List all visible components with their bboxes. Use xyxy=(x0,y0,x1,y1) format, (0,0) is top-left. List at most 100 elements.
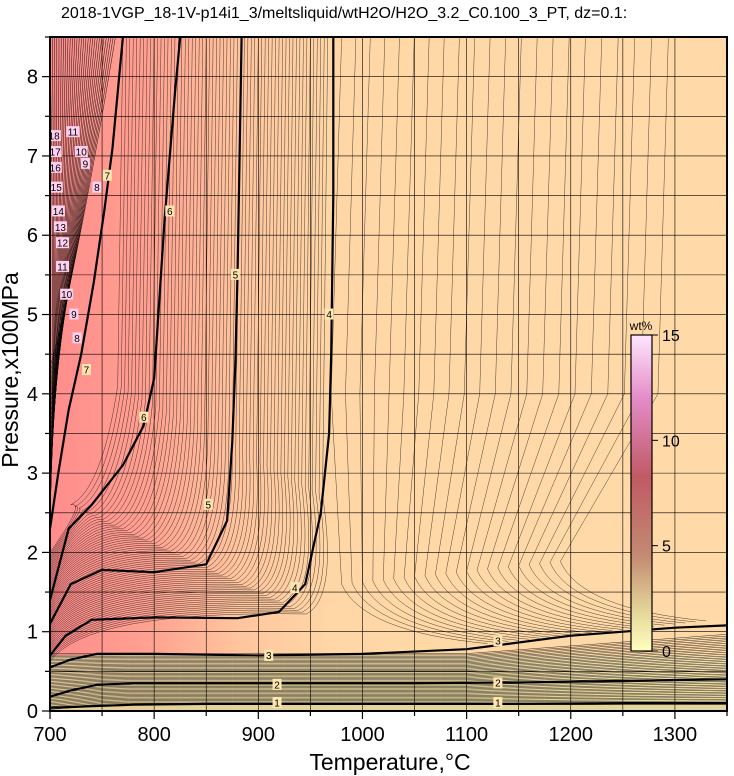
svg-text:4: 4 xyxy=(326,310,332,321)
minor-contour-line xyxy=(50,37,231,610)
y-tick-label: 6 xyxy=(27,225,38,247)
svg-text:9: 9 xyxy=(83,159,89,170)
minor-contour-line xyxy=(50,37,148,566)
chart-title: 2018-1VGP_18-1V-p14i1_3/meltsliquid/wtH2… xyxy=(61,5,627,22)
svg-text:6: 6 xyxy=(141,413,147,424)
x-axis-label: Temperature,°C xyxy=(309,749,470,775)
contour-label: 7 xyxy=(81,364,91,377)
minor-contour-line xyxy=(50,37,207,597)
minor-contour-line xyxy=(50,37,328,662)
x-tick-label: 800 xyxy=(137,724,170,746)
minor-contour-line xyxy=(50,37,82,447)
contour-label: 4 xyxy=(324,308,334,321)
minor-contour-line xyxy=(50,652,727,669)
minor-contour-line xyxy=(50,37,103,400)
minor-contour-line xyxy=(50,643,727,662)
svg-text:15: 15 xyxy=(51,183,63,194)
minor-contour-line xyxy=(50,693,727,702)
minor-contour-line xyxy=(50,684,727,694)
minor-contour-line xyxy=(50,637,727,657)
minor-contour-line xyxy=(403,37,550,638)
minor-contour-line xyxy=(50,37,245,618)
svg-text:5: 5 xyxy=(233,270,239,281)
svg-text:9: 9 xyxy=(71,310,77,321)
svg-text:10: 10 xyxy=(61,290,73,301)
minor-contour-line xyxy=(50,37,301,647)
minor-contour-line xyxy=(50,644,727,663)
svg-text:5: 5 xyxy=(206,500,212,511)
minor-contour-line xyxy=(497,37,644,628)
contour-label: 11 xyxy=(55,260,69,273)
minor-contour-line xyxy=(50,37,80,452)
minor-contour-line xyxy=(50,37,321,658)
contour-label: 1 xyxy=(272,697,282,710)
minor-contour-line xyxy=(50,697,727,704)
contour-label: 17 xyxy=(50,145,62,158)
minor-contour-line xyxy=(50,695,727,703)
colorbar-gradient xyxy=(630,334,653,652)
minor-contour-line xyxy=(345,37,498,643)
minor-contour-line xyxy=(50,37,190,588)
minor-contour-line xyxy=(560,37,707,622)
minor-contour-line xyxy=(50,37,276,634)
minor-contour-line xyxy=(50,37,249,620)
svg-text:10: 10 xyxy=(76,147,88,158)
minor-contour-line xyxy=(50,37,290,642)
minor-contour-line xyxy=(50,690,727,699)
minor-contour-line xyxy=(393,37,540,639)
svg-text:2: 2 xyxy=(274,680,280,691)
minor-contour-line xyxy=(50,700,727,707)
contour-label: 8 xyxy=(92,181,102,194)
y-axis-label: Pressure,x100MPa xyxy=(0,272,23,468)
minor-contour-line xyxy=(50,653,727,670)
svg-text:4: 4 xyxy=(292,584,298,595)
contour-label: 15 xyxy=(50,181,63,194)
minor-contour-line xyxy=(50,639,727,659)
minor-contour-line xyxy=(50,641,727,660)
colorbar-tick-label: 10 xyxy=(662,433,680,450)
contour-label: 6 xyxy=(165,205,175,218)
minor-contour-line xyxy=(50,37,269,631)
contour-label: 10 xyxy=(60,288,74,301)
minor-contour-line xyxy=(50,37,311,653)
contour-label: 10 xyxy=(74,145,88,158)
contour-label: 14 xyxy=(51,205,65,218)
svg-text:8: 8 xyxy=(94,183,100,194)
contour-label: 5 xyxy=(203,498,213,511)
minor-contour-line xyxy=(50,37,172,579)
minor-contour-line xyxy=(487,37,634,629)
minor-contour-line xyxy=(50,37,137,560)
colorbar-unit: wt% xyxy=(629,319,653,333)
contour-label: 9 xyxy=(80,157,90,170)
minor-contour-line xyxy=(50,37,179,583)
colorbar-tick-label: 15 xyxy=(662,328,680,345)
minor-contour-line xyxy=(50,37,210,599)
minor-contour-line xyxy=(50,37,169,577)
contour-label: 12 xyxy=(55,237,69,250)
minor-contour-line xyxy=(50,37,105,394)
minor-contour-line xyxy=(50,37,203,596)
minor-contour-line xyxy=(50,37,315,655)
minor-contour-line xyxy=(50,648,727,666)
svg-text:14: 14 xyxy=(53,207,65,218)
minor-contour-line xyxy=(50,37,114,373)
major-contours xyxy=(50,37,727,709)
minor-contour-line xyxy=(50,37,162,573)
minor-contour-line xyxy=(50,646,727,664)
minor-contour-line xyxy=(50,681,727,692)
minor-contour-line xyxy=(50,37,141,562)
minor-contour-line xyxy=(50,37,273,633)
minor-contour-line xyxy=(50,699,727,706)
svg-text:17: 17 xyxy=(50,147,62,158)
minor-contour-line xyxy=(549,37,696,623)
minor-contour-line xyxy=(50,37,183,584)
major-contour-6 xyxy=(50,37,182,601)
contour-label: 2 xyxy=(493,677,503,690)
minor-contour-line xyxy=(50,37,221,605)
contour-label: 13 xyxy=(53,221,67,234)
minor-contour-line xyxy=(50,664,727,679)
colorbar-ticks: 0 5 10 15 xyxy=(652,328,680,661)
x-tick-label: 900 xyxy=(242,724,275,746)
x-tick-label: 1200 xyxy=(549,724,594,746)
